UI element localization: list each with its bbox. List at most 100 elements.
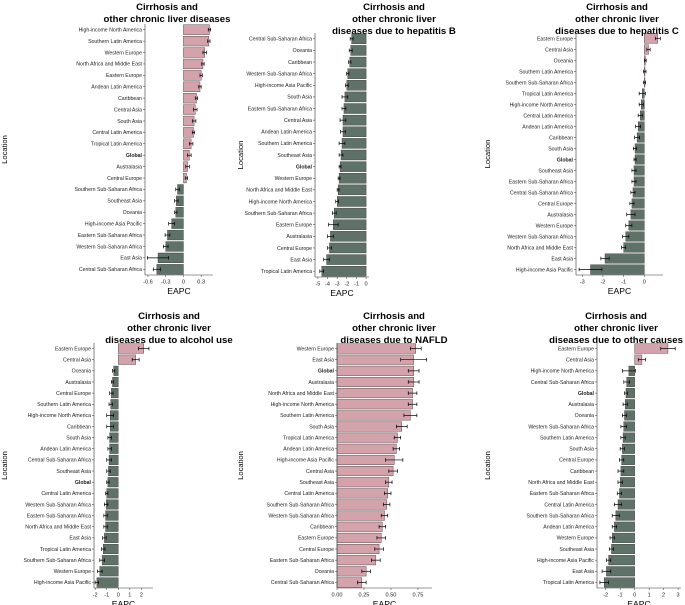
- category-label: Southeast Asia: [538, 168, 573, 174]
- x-tick-label: -3: [580, 280, 585, 286]
- bar: [183, 47, 205, 58]
- bar: [346, 80, 367, 91]
- bar: [343, 103, 367, 114]
- category-label: Central Sub-Saharan Africa: [28, 458, 91, 464]
- category-label: Caribbean: [570, 469, 594, 475]
- chart-title-line: Cirrhosis and: [363, 2, 425, 13]
- category-label: Western Europe: [557, 536, 595, 542]
- category-label: Central Sub-Saharan Africa: [271, 580, 334, 586]
- category-label: Southern Sub-Saharan Africa: [267, 502, 335, 508]
- category-label: Tropical Latin America: [522, 91, 573, 97]
- x-tick-label: 0.00: [332, 593, 343, 599]
- category-label: North Africa and Middle East: [246, 188, 312, 194]
- chart-title-line: Cirrhosis and: [136, 2, 198, 13]
- category-label: Southern Latin America: [88, 39, 142, 45]
- category-label: South Asia: [66, 435, 91, 441]
- category-label: Southern Sub-Saharan Africa: [527, 513, 595, 519]
- category-label: Eastern Sub-Saharan Africa: [509, 179, 573, 185]
- x-tick-label: -3: [335, 282, 340, 288]
- category-label: Tropical Latin America: [261, 269, 312, 275]
- category-label: Tropical Latin America: [40, 547, 91, 553]
- category-label: Eastern Sub-Saharan Africa: [78, 233, 142, 239]
- category-label: Southern Sub-Saharan Africa: [75, 187, 143, 193]
- bar: [614, 521, 635, 532]
- x-tick-label: -1: [104, 593, 109, 599]
- category-label: High-income Asia Pacific: [537, 558, 594, 564]
- chart-title-line: Cirrhosis and: [586, 2, 648, 13]
- category-label: Oceania: [123, 210, 142, 216]
- chart-title-line: diseases due to hepatitis B: [332, 26, 456, 37]
- y-axis-label: Location: [483, 451, 492, 480]
- category-label: North Africa and Middle East: [528, 480, 594, 486]
- category-label: East Asia: [290, 257, 312, 263]
- y-axis-label: Location: [0, 451, 9, 480]
- category-label: East Asia: [69, 536, 91, 542]
- x-tick-label: -5: [315, 282, 320, 288]
- bar: [338, 173, 367, 184]
- category-label: South Asia: [117, 119, 142, 125]
- x-tick-label: 0: [633, 593, 636, 599]
- bar: [623, 242, 645, 253]
- x-tick-label: 1: [648, 593, 651, 599]
- category-label: North Africa and Middle East: [268, 391, 334, 397]
- chart-title-line: diseases due to other causes: [549, 335, 683, 346]
- category-label: Central Sub-Saharan Africa: [249, 37, 312, 43]
- category-label: Southern Sub-Saharan Africa: [24, 558, 92, 564]
- category-label: Oceania: [554, 58, 573, 64]
- category-label: Andean Latin America: [91, 85, 142, 91]
- bar: [341, 138, 367, 149]
- bar: [336, 421, 402, 432]
- category-label: High-income North America: [79, 28, 143, 34]
- bar: [183, 58, 204, 70]
- x-tick-label: 2: [140, 593, 143, 599]
- bar: [347, 68, 367, 79]
- category-label: Southern Latin America: [519, 69, 573, 75]
- category-label: High-income North America: [28, 413, 92, 419]
- category-label: Central Europe: [277, 246, 312, 252]
- category-label: North Africa and Middle East: [76, 62, 142, 68]
- category-label: Western Sub-Saharan Africa: [507, 234, 573, 240]
- category-label: High-income Asia Pacific: [516, 267, 573, 273]
- category-label: Southeast Asia: [559, 547, 594, 553]
- x-tick-label: 0: [117, 593, 120, 599]
- x-tick-label: 0.50: [386, 593, 397, 599]
- bar: [336, 343, 417, 354]
- category-label: Eastern Sub-Saharan Africa: [270, 558, 334, 564]
- x-tick-label: 0: [182, 280, 185, 286]
- bar: [336, 499, 387, 510]
- x-tick-label: -2: [93, 593, 98, 599]
- category-label: East Asia: [572, 569, 594, 575]
- x-tick-label: -1: [354, 282, 359, 288]
- category-label: Central Europe: [299, 547, 334, 553]
- bar: [326, 254, 367, 265]
- category-label: Oceania: [315, 569, 334, 575]
- category-label: Caribbean: [118, 96, 142, 102]
- x-tick-label: 0: [365, 282, 368, 288]
- bar: [336, 410, 411, 421]
- category-label: Central Asia: [545, 47, 573, 53]
- category-label: Eastern Sub-Saharan Africa: [27, 513, 91, 519]
- x-tick-label: 0.25: [359, 593, 370, 599]
- bar: [611, 544, 635, 555]
- bar: [106, 488, 119, 499]
- bar: [330, 231, 367, 242]
- category-label: Caribbean: [288, 60, 312, 66]
- category-label: High-income Asia Pacific: [34, 580, 91, 586]
- y-axis-label: Location: [236, 451, 245, 480]
- category-label: High-income Asia Pacific: [85, 221, 142, 227]
- category-label: High-income North America: [531, 369, 595, 375]
- bar: [329, 242, 367, 254]
- bar: [342, 126, 367, 137]
- bar: [336, 488, 388, 499]
- bar: [336, 532, 382, 543]
- bar: [612, 532, 635, 543]
- category-label: Central Asia: [306, 469, 334, 475]
- category-label: Tropical Latin America: [91, 142, 142, 148]
- category-label: Andean Latin America: [522, 124, 573, 130]
- category-label: Central Europe: [56, 391, 91, 397]
- category-label: Eastern Europe: [55, 346, 91, 352]
- x-tick-label: -2: [603, 593, 608, 599]
- category-label: Central Asia: [284, 118, 312, 124]
